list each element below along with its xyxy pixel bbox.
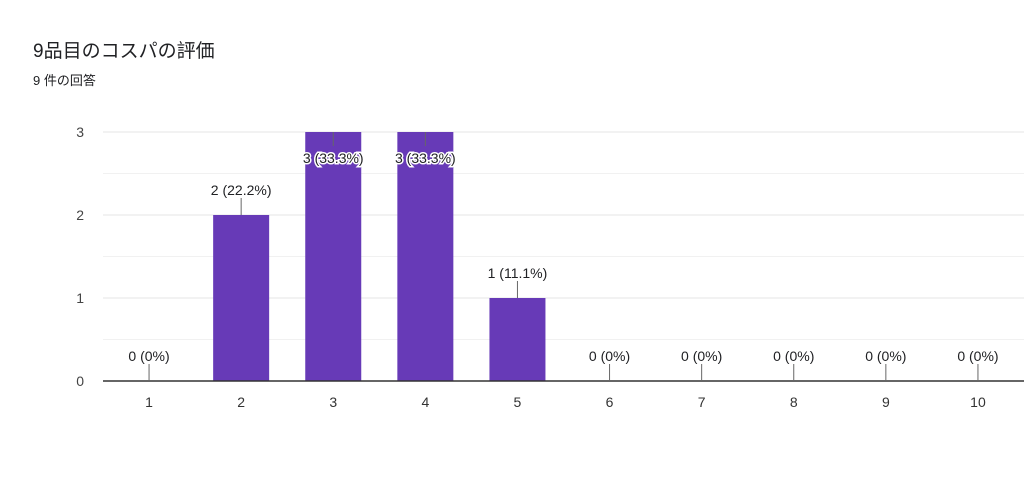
data-label: 0 (0%): [589, 348, 630, 364]
data-label: 1 (11.1%): [488, 265, 548, 281]
x-tick-label: 10: [970, 394, 986, 410]
data-label: 0 (0%): [681, 348, 722, 364]
data-label: 0 (0%): [773, 348, 814, 364]
x-tick-label: 4: [421, 394, 429, 410]
chart-title: 9品目のコスパの評価: [33, 41, 215, 62]
y-tick-label: 0: [76, 373, 84, 389]
x-tick-label: 7: [698, 394, 706, 410]
y-tick-label: 2: [76, 207, 84, 223]
y-tick-label: 1: [76, 290, 84, 306]
data-label: 3 (33.3%): [303, 150, 364, 166]
data-label: 0 (0%): [128, 348, 169, 364]
x-axis-ticks: 1 2 3 4 5 6 7 8 9 10: [145, 394, 986, 410]
y-axis-ticks: 0 1 2 3: [76, 124, 84, 389]
x-tick-label: 6: [606, 394, 614, 410]
bars: [213, 132, 546, 381]
bar: [213, 215, 270, 381]
bar: [397, 132, 454, 381]
data-label: 0 (0%): [865, 348, 906, 364]
data-label: 2 (22.2%): [211, 182, 272, 198]
x-tick-label: 2: [237, 394, 245, 410]
y-tick-label: 3: [76, 124, 84, 140]
x-tick-label: 1: [145, 394, 153, 410]
x-tick-label: 5: [514, 394, 522, 410]
x-tick-label: 8: [790, 394, 798, 410]
data-label: 0 (0%): [957, 348, 998, 364]
data-label: 3 (33.3%): [395, 150, 456, 166]
x-tick-label: 3: [329, 394, 337, 410]
data-labels: 0 (0%) 2 (22.2%) 3 (33.3%) 3 (33.3%) 1 (11.1…: [128, 132, 999, 381]
bar: [305, 132, 362, 381]
response-count: 9 件の回答: [33, 73, 96, 88]
bar: [489, 298, 546, 381]
x-tick-label: 9: [882, 394, 890, 410]
